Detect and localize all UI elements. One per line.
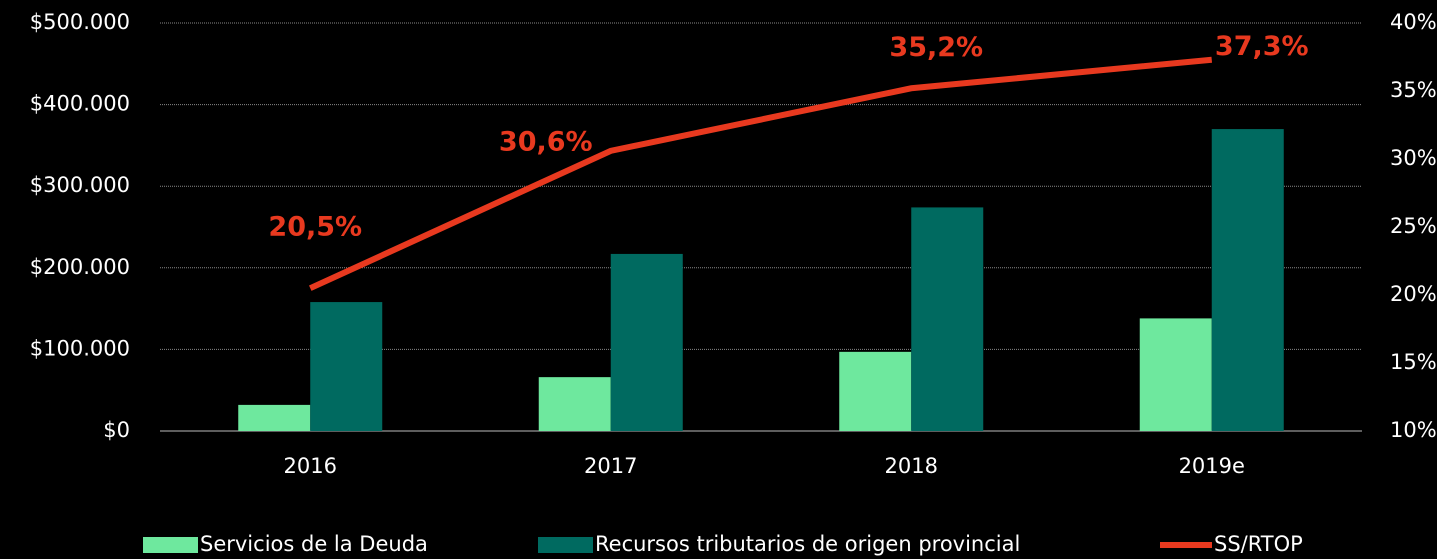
legend-label: Servicios de la Deuda <box>200 532 428 556</box>
data-label: 20,5% <box>268 212 362 243</box>
y-tick-label: $300.000 <box>30 173 130 197</box>
x-tick-label: 2016 <box>284 454 337 478</box>
bar <box>911 207 984 431</box>
bar <box>238 404 311 431</box>
y-tick-label: $0 <box>103 418 130 442</box>
y2-tick-label: 30% <box>1390 146 1437 170</box>
y2-tick-label: 35% <box>1390 78 1437 102</box>
y-tick-label: $500.000 <box>30 10 130 34</box>
bar <box>1139 318 1212 431</box>
y2-tick-label: 15% <box>1390 350 1437 374</box>
y-tick-label: $400.000 <box>30 92 130 116</box>
bar <box>310 302 383 431</box>
legend-label: SS/RTOP <box>1214 532 1303 556</box>
y2-tick-label: 40% <box>1390 10 1437 34</box>
bar <box>610 253 683 431</box>
x-tick-label: 2017 <box>584 454 637 478</box>
y-tick-label: $100.000 <box>30 336 130 360</box>
y2-tick-label: 10% <box>1390 418 1437 442</box>
line <box>309 56 1213 291</box>
y2-tick-label: 20% <box>1390 282 1437 306</box>
y2-tick-label: 25% <box>1390 214 1437 238</box>
data-label: 30,6% <box>499 126 593 157</box>
bar <box>839 351 912 431</box>
bar <box>1211 129 1284 431</box>
x-tick-label: 2018 <box>885 454 938 478</box>
bar <box>538 377 611 431</box>
data-label: 37,3% <box>1215 31 1309 62</box>
legend-swatch <box>538 537 593 553</box>
x-tick-label: 2019e <box>1179 454 1245 478</box>
legend-swatch <box>143 537 198 553</box>
legend-label: Recursos tributarios de origen provincia… <box>595 532 1020 556</box>
data-label: 35,2% <box>889 32 983 63</box>
y-tick-label: $200.000 <box>30 255 130 279</box>
